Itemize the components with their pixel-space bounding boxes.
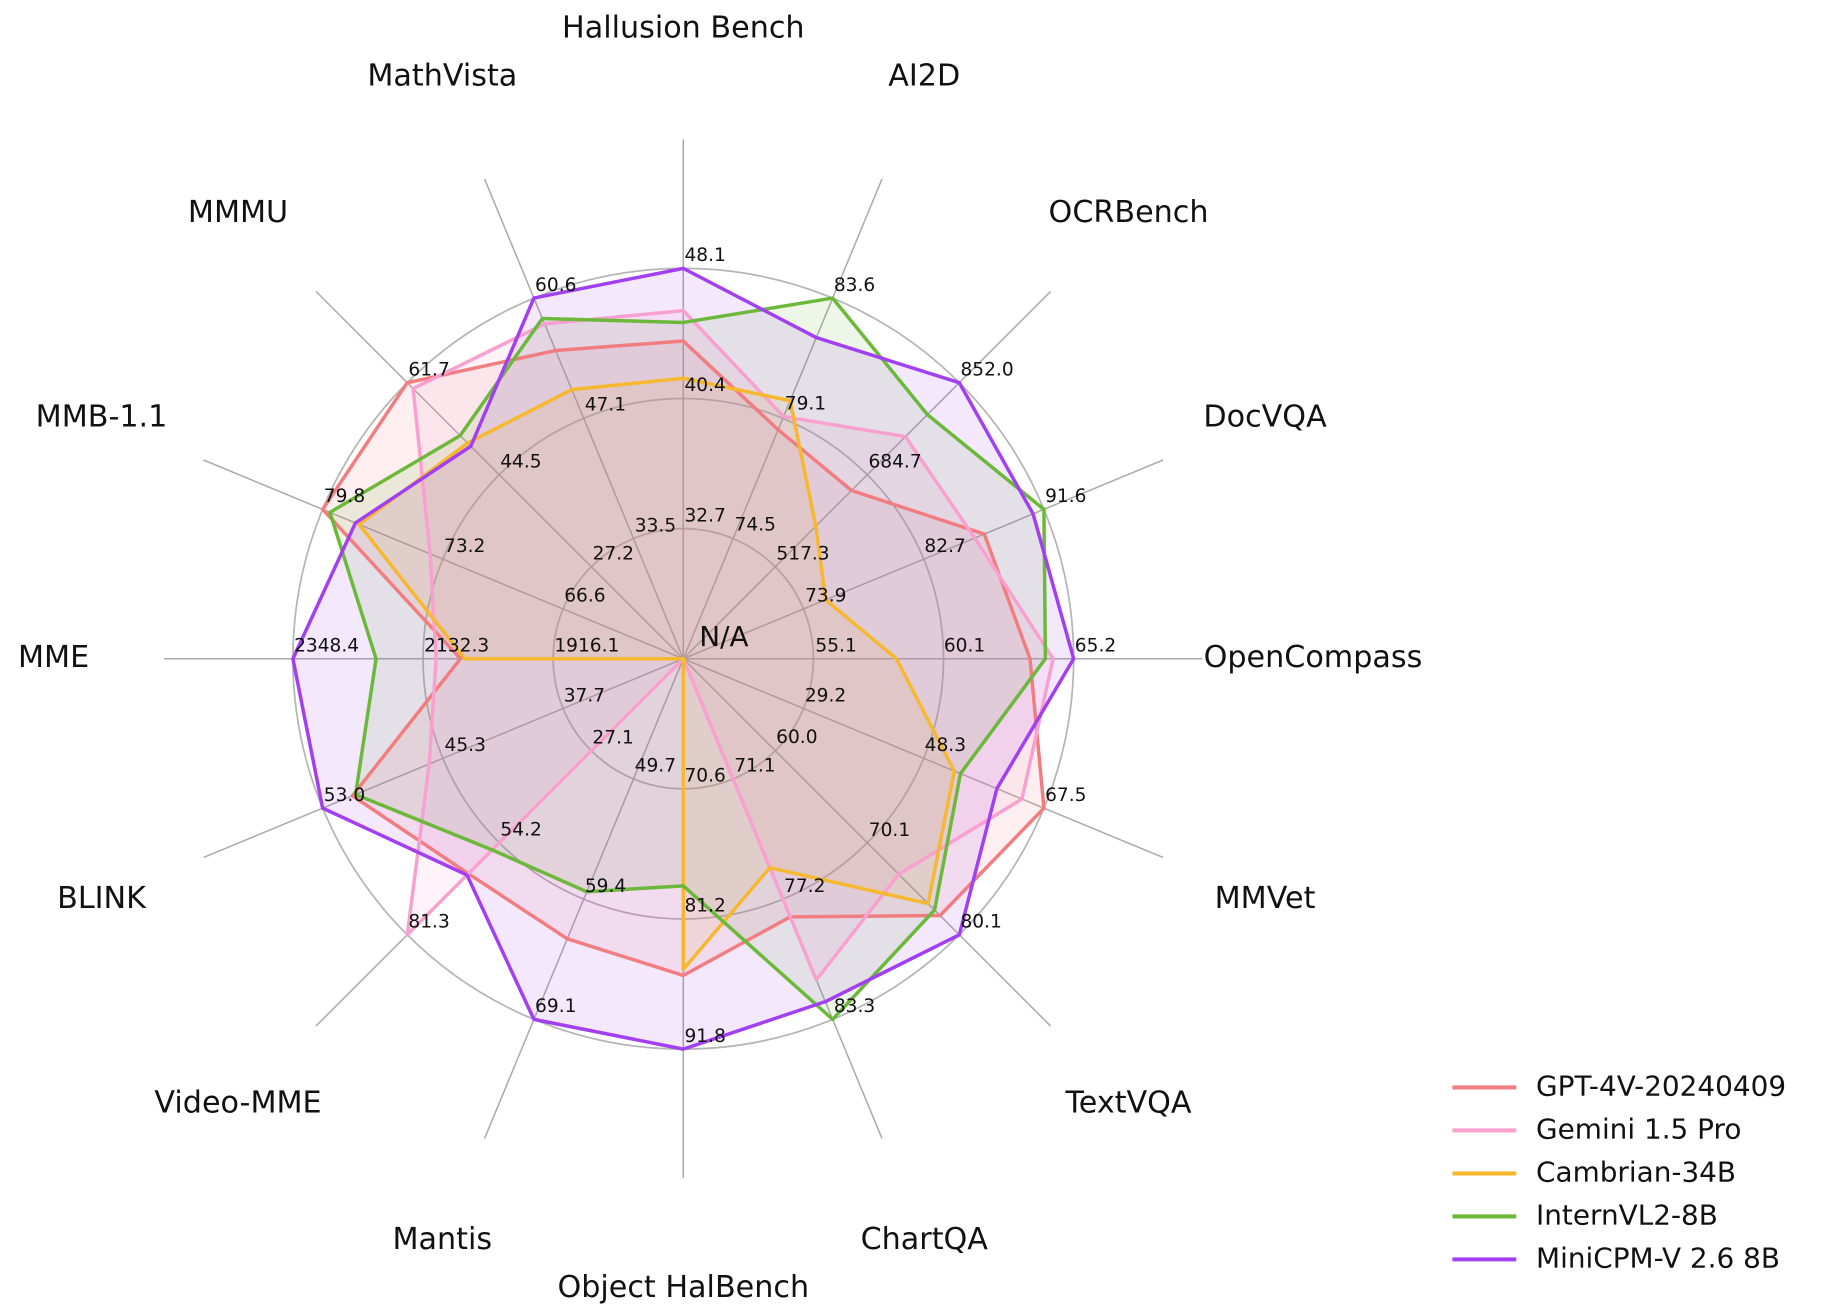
tick-label: 45.3 xyxy=(445,735,486,756)
axis-line xyxy=(203,459,684,660)
axis-line xyxy=(483,658,684,1139)
tick-label: 40.4 xyxy=(684,375,725,396)
tick-label: 82.7 xyxy=(924,536,965,557)
tick-label: 27.2 xyxy=(593,544,634,565)
tick-label: 2132.3 xyxy=(424,635,489,656)
axis-label: OCRBench xyxy=(1049,195,1209,230)
tick-label: 53.0 xyxy=(324,785,365,806)
legend-label: GPT-4V-20240409 xyxy=(1536,1069,1786,1102)
axis-line xyxy=(315,290,684,660)
tick-label: 852.0 xyxy=(960,359,1013,380)
tick-label: 74.5 xyxy=(735,514,776,535)
tick-label: 517.3 xyxy=(776,543,829,564)
tick-label: 70.1 xyxy=(869,820,910,841)
axis-line xyxy=(682,459,1164,660)
series-connector xyxy=(542,308,686,326)
series-connector xyxy=(532,266,686,300)
axis-label: MMMU xyxy=(188,195,288,230)
tick-label: 55.1 xyxy=(815,635,856,656)
legend-label: InternVL2-8B xyxy=(1536,1198,1718,1231)
axis-label: AI2D xyxy=(888,58,960,93)
tick-label: 59.4 xyxy=(585,876,626,897)
tick-label: 48.3 xyxy=(925,735,966,756)
axis-line xyxy=(682,658,1164,859)
tick-label: 48.1 xyxy=(684,245,725,266)
tick-label: 60.1 xyxy=(944,635,985,656)
axis-label: ChartQA xyxy=(861,1222,989,1257)
text-layer: N/A Hallusion Bench AI2D OCRBench DocVQA Ope… xyxy=(18,11,1786,1305)
tick-label: 79.8 xyxy=(324,486,365,507)
series-connector xyxy=(553,339,686,353)
axis-line xyxy=(203,658,684,859)
tick-label: 83.3 xyxy=(834,996,875,1017)
tick-label: 49.7 xyxy=(635,756,676,777)
tick-label: 54.2 xyxy=(500,819,541,840)
tick-label: 79.1 xyxy=(785,393,826,414)
tick-label: 73.2 xyxy=(444,536,485,557)
tick-label: 77.2 xyxy=(784,876,825,897)
tick-label: 27.1 xyxy=(592,727,633,748)
tick-label: 61.7 xyxy=(408,359,449,380)
series-area xyxy=(329,298,1046,1020)
series-line xyxy=(405,309,1055,982)
tick-label: 69.1 xyxy=(535,996,576,1017)
axis-line xyxy=(682,290,1052,660)
axis-label: Hallusion Bench xyxy=(562,11,805,46)
tick-label: 91.8 xyxy=(684,1026,725,1047)
tick-label: 32.7 xyxy=(684,505,725,526)
tick-label: 33.5 xyxy=(635,516,676,537)
legend-label: MiniCPM-V 2.6 8B xyxy=(1536,1241,1780,1274)
tick-label: 2348.4 xyxy=(294,635,359,656)
tick-label: 60.0 xyxy=(776,727,817,748)
axis-line xyxy=(682,178,883,660)
axis-label: MathVista xyxy=(367,58,517,93)
series-area xyxy=(359,378,955,970)
tick-label: 70.6 xyxy=(684,766,725,787)
series-area xyxy=(407,310,1054,980)
tick-label: 91.6 xyxy=(1045,486,1086,507)
axis-label: OpenCompass xyxy=(1204,640,1423,675)
axis-label: Object HalBench xyxy=(557,1270,809,1305)
axis-line xyxy=(682,658,1052,1027)
tick-label: 1916.1 xyxy=(554,635,619,656)
legend-label: Cambrian-34B xyxy=(1536,1155,1736,1188)
tick-label: 80.1 xyxy=(960,911,1001,932)
tick-label: 60.6 xyxy=(535,275,576,296)
legend-label: Gemini 1.5 Pro xyxy=(1536,1112,1741,1145)
tick-label: 81.2 xyxy=(684,896,725,917)
series-connector xyxy=(405,656,686,937)
tick-label: 44.5 xyxy=(500,451,541,472)
tick-label: 65.2 xyxy=(1075,635,1116,656)
series-connector xyxy=(540,316,686,325)
tick-label: 29.2 xyxy=(805,685,846,706)
center-label: N/A xyxy=(699,620,748,653)
tick-label: 71.1 xyxy=(734,756,775,777)
tick-label: 83.6 xyxy=(834,275,875,296)
line-layer xyxy=(291,266,1076,1051)
series-connector xyxy=(570,376,686,392)
tick-label: 684.7 xyxy=(868,451,921,472)
axis-label: MME xyxy=(18,640,89,675)
axis-label: BLINK xyxy=(57,881,147,916)
series-connector xyxy=(681,656,819,982)
series-line xyxy=(291,266,1076,1051)
tick-label: 66.6 xyxy=(564,586,605,607)
axis-label: MMVet xyxy=(1215,881,1316,916)
axis-label: DocVQA xyxy=(1203,399,1327,434)
tick-label: 81.3 xyxy=(408,911,449,932)
axis-line xyxy=(483,178,684,660)
tick-label: 67.5 xyxy=(1045,785,1086,806)
series-line xyxy=(328,296,1048,1022)
tick-label: 37.7 xyxy=(564,685,605,706)
tick-label: 47.1 xyxy=(585,395,626,416)
axis-label: TextVQA xyxy=(1064,1086,1191,1121)
tick-label: 73.9 xyxy=(805,585,846,606)
series-line xyxy=(320,339,1046,978)
axis-label: Mantis xyxy=(392,1222,492,1257)
axis-label: MMB-1.1 xyxy=(36,399,168,434)
axis-label: Video-MME xyxy=(154,1086,321,1121)
